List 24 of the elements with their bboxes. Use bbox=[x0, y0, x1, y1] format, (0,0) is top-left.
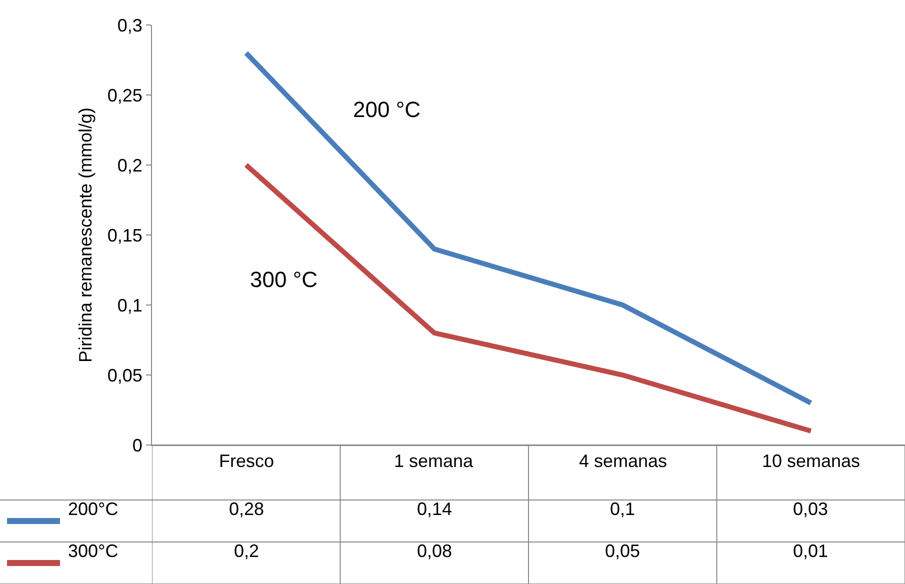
y-tick-label: 0,25 bbox=[107, 85, 142, 106]
data-label: 0,05 bbox=[605, 541, 640, 561]
legend-label: 200°C bbox=[68, 499, 118, 519]
annotation: 300 °C bbox=[250, 267, 318, 292]
data-label: 0,2 bbox=[234, 541, 260, 561]
x-tick-label: 4 semanas bbox=[579, 451, 668, 471]
data-label: 0,08 bbox=[417, 541, 452, 561]
data-label: 0,28 bbox=[229, 499, 264, 519]
x-tick-label: 1 semana bbox=[394, 451, 474, 471]
y-axis-title: Piridina remanescente (mmol/g) bbox=[76, 107, 96, 363]
data-label: 0,1 bbox=[610, 499, 636, 519]
data-label: 0,14 bbox=[417, 499, 452, 519]
annotation: 200 °C bbox=[353, 97, 421, 122]
x-tick-label: Fresco bbox=[219, 451, 274, 471]
y-tick-label: 0 bbox=[132, 435, 142, 456]
legend-label: 300°C bbox=[68, 541, 118, 561]
y-tick-label: 0,2 bbox=[117, 155, 142, 176]
y-tick-label: 0,3 bbox=[117, 15, 142, 36]
y-tick-label: 0,1 bbox=[117, 295, 142, 316]
y-tick-label: 0,15 bbox=[107, 225, 142, 246]
data-label: 0,01 bbox=[793, 541, 828, 561]
y-tick-label: 0,05 bbox=[107, 365, 142, 386]
x-tick-label: 10 semanas bbox=[762, 451, 860, 471]
data-label: 0,03 bbox=[793, 499, 828, 519]
